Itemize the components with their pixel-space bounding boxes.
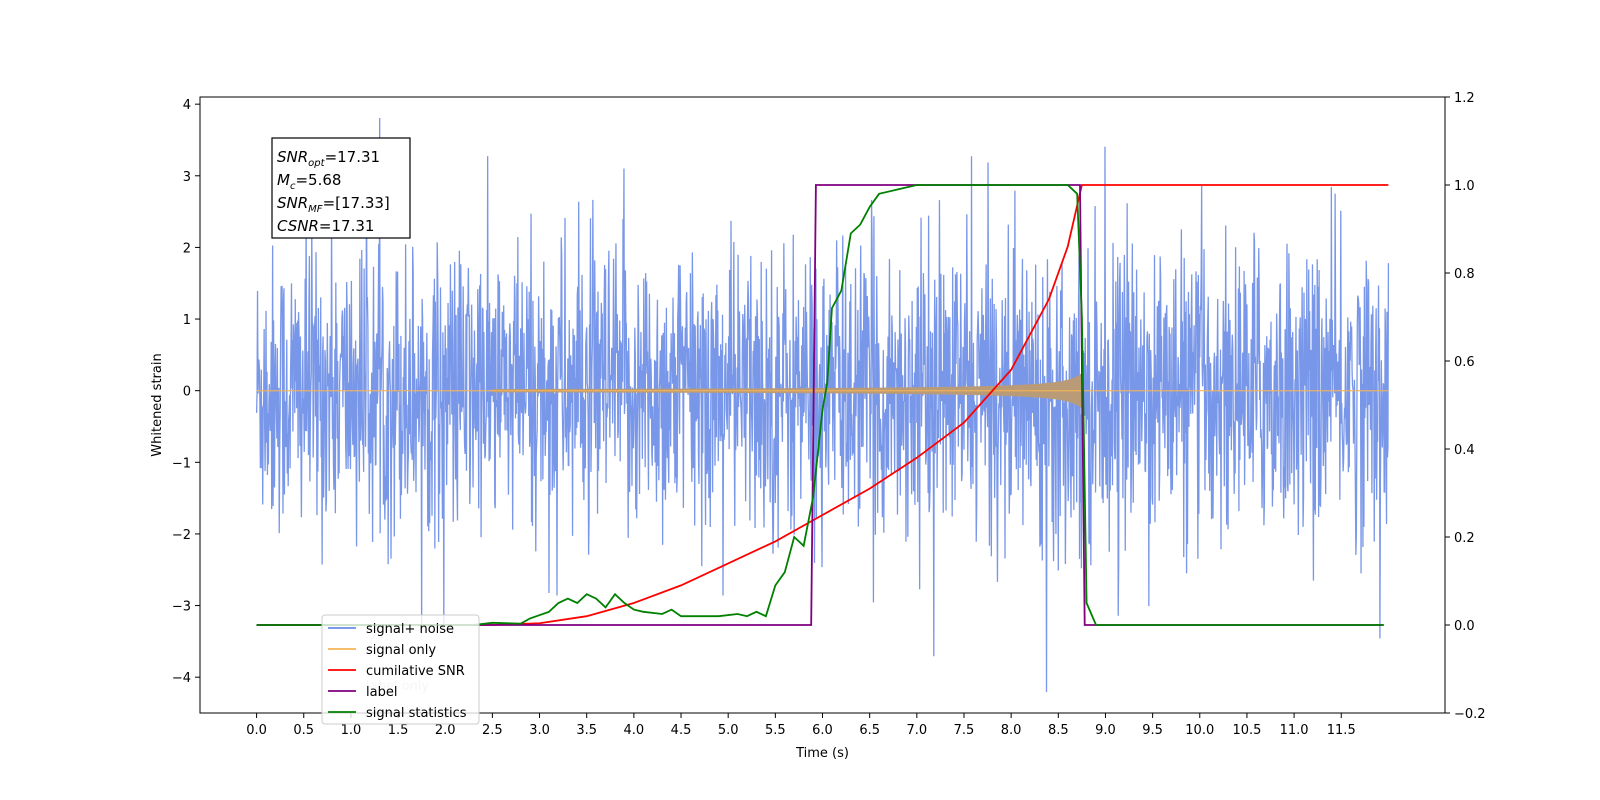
y2-tick-label: −0.2	[1454, 707, 1486, 722]
csnr-text: CSNR=17.31	[277, 217, 374, 235]
x-tick-label: 7.0	[906, 723, 927, 738]
x-tick-label: 3.0	[529, 723, 550, 738]
y2-tick-label: 1.0	[1454, 179, 1475, 194]
y2-tick-label: 1.2	[1454, 91, 1475, 106]
x-tick-label: 9.5	[1142, 723, 1163, 738]
x-axis-label: Time (s)	[795, 746, 849, 761]
y-tick-label: 1	[183, 313, 191, 328]
plot-area	[255, 117, 1390, 693]
x-tick-label: 3.5	[576, 723, 597, 738]
signal-statistics-line	[256, 184, 1384, 626]
mc-text: Mc=5.68	[277, 171, 341, 192]
info-box-frame	[271, 137, 411, 239]
y2-tick-label: 0.4	[1454, 443, 1475, 458]
x-tick-label: 8.5	[1048, 723, 1069, 738]
y-tick-label: 0	[183, 385, 191, 400]
x-tick-label: 0.5	[293, 723, 314, 738]
y-tick-label: −1	[172, 456, 191, 471]
axes: 0.0 0.5 1.0 1.5 2.0 2.5 3.0 3.5 4.0 4.5 5.0 5.5 6.0 6…	[172, 91, 1486, 738]
x-tick-label: 6.0	[812, 723, 833, 738]
legend-label: signal only	[366, 643, 436, 658]
y-tick-label: −4	[172, 671, 191, 686]
y-tick-label: 2	[183, 241, 191, 256]
x-tick-label: 11.0	[1280, 723, 1309, 738]
snr-opt-text: SNRopt=17.31	[277, 148, 380, 169]
y2-tick-label: 0.0	[1454, 619, 1475, 634]
y-tick-label: 4	[183, 98, 191, 113]
x-tick-label: 5.0	[718, 723, 739, 738]
x-tick-label: 1.5	[388, 723, 409, 738]
x-tick-label: 0.0	[246, 723, 267, 738]
y-tick-label: 3	[183, 170, 191, 185]
x-tick-label: 10.0	[1185, 723, 1214, 738]
x-tick-label: 4.5	[671, 723, 692, 738]
x-tick-label: 6.5	[859, 723, 880, 738]
x-tick-label: 2.0	[435, 723, 456, 738]
y2-tick-label: 0.8	[1454, 267, 1475, 282]
snr-mf-text: SNRMF=[17.33]	[277, 194, 390, 215]
cumulative-snr-line	[256, 184, 1389, 626]
x-tick-label: 11.5	[1327, 723, 1356, 738]
y2-tick-label: 0.2	[1454, 531, 1475, 546]
legend-label: cumilative SNR	[366, 664, 465, 679]
y-tick-label: −2	[172, 528, 191, 543]
legend-label: label	[366, 685, 397, 700]
x-tick-label: 10.5	[1232, 723, 1261, 738]
x-tick-label: 7.5	[954, 723, 975, 738]
signal-noise-line	[255, 117, 1390, 693]
x-tick-label: 5.5	[765, 723, 786, 738]
y2-tick-label: 0.6	[1454, 355, 1475, 370]
legend-box	[321, 614, 480, 725]
x-tick-label: 2.5	[482, 723, 503, 738]
y-tick-label: −3	[172, 600, 191, 615]
legend-label: signal+ noise	[366, 622, 454, 637]
x-tick-label: 1.0	[341, 723, 362, 738]
x-tick-label: 4.0	[624, 723, 645, 738]
x-tick-label: 9.0	[1095, 723, 1116, 738]
x-tick-label: 8.0	[1001, 723, 1022, 738]
legend-label: signal statistics	[366, 706, 467, 721]
y-axis-label: Whitened strain	[150, 353, 165, 456]
